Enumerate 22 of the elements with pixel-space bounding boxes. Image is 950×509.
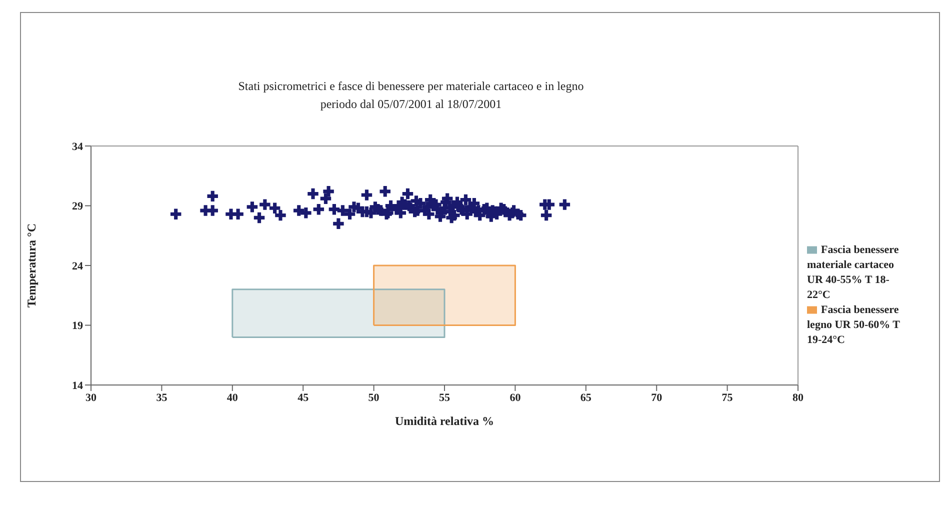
y-tick-label: 14 xyxy=(72,380,84,392)
x-axis-title: Umidità relativa % xyxy=(394,414,494,428)
x-tick-label: 30 xyxy=(86,392,97,404)
y-tick-label: 29 xyxy=(72,200,84,213)
x-tick-label: 50 xyxy=(368,392,380,404)
x-tick-label: 35 xyxy=(156,392,168,404)
x-tick-label: 75 xyxy=(722,392,734,404)
x-tick-label: 65 xyxy=(580,392,592,404)
x-tick-label: 70 xyxy=(651,392,663,404)
x-tick-label: 40 xyxy=(226,392,238,404)
legend-label: Fascia benessere materiale cartaceo UR 40-55% T 18-22°C xyxy=(807,244,899,300)
legend-label: Fascia benessere legno UR 50-60% T 19-24°C xyxy=(807,304,900,346)
y-tick-label: 24 xyxy=(72,260,84,272)
chart-subtitle: periodo dal 05/07/2001 al 18/07/2001 xyxy=(319,96,503,113)
y-axis-title: Temperatura °C xyxy=(24,223,38,308)
chart-title: Stati psicrometrici e fasce di benessere per materiale cartaceo e in legno xyxy=(237,78,585,95)
x-tick-label: 60 xyxy=(510,392,522,404)
y-tick-label: 19 xyxy=(72,320,84,332)
y-tick-label: 34 xyxy=(72,140,84,153)
x-tick-label: 55 xyxy=(439,392,450,404)
x-tick-label: 45 xyxy=(298,392,310,404)
x-tick-label: 80 xyxy=(792,392,804,404)
